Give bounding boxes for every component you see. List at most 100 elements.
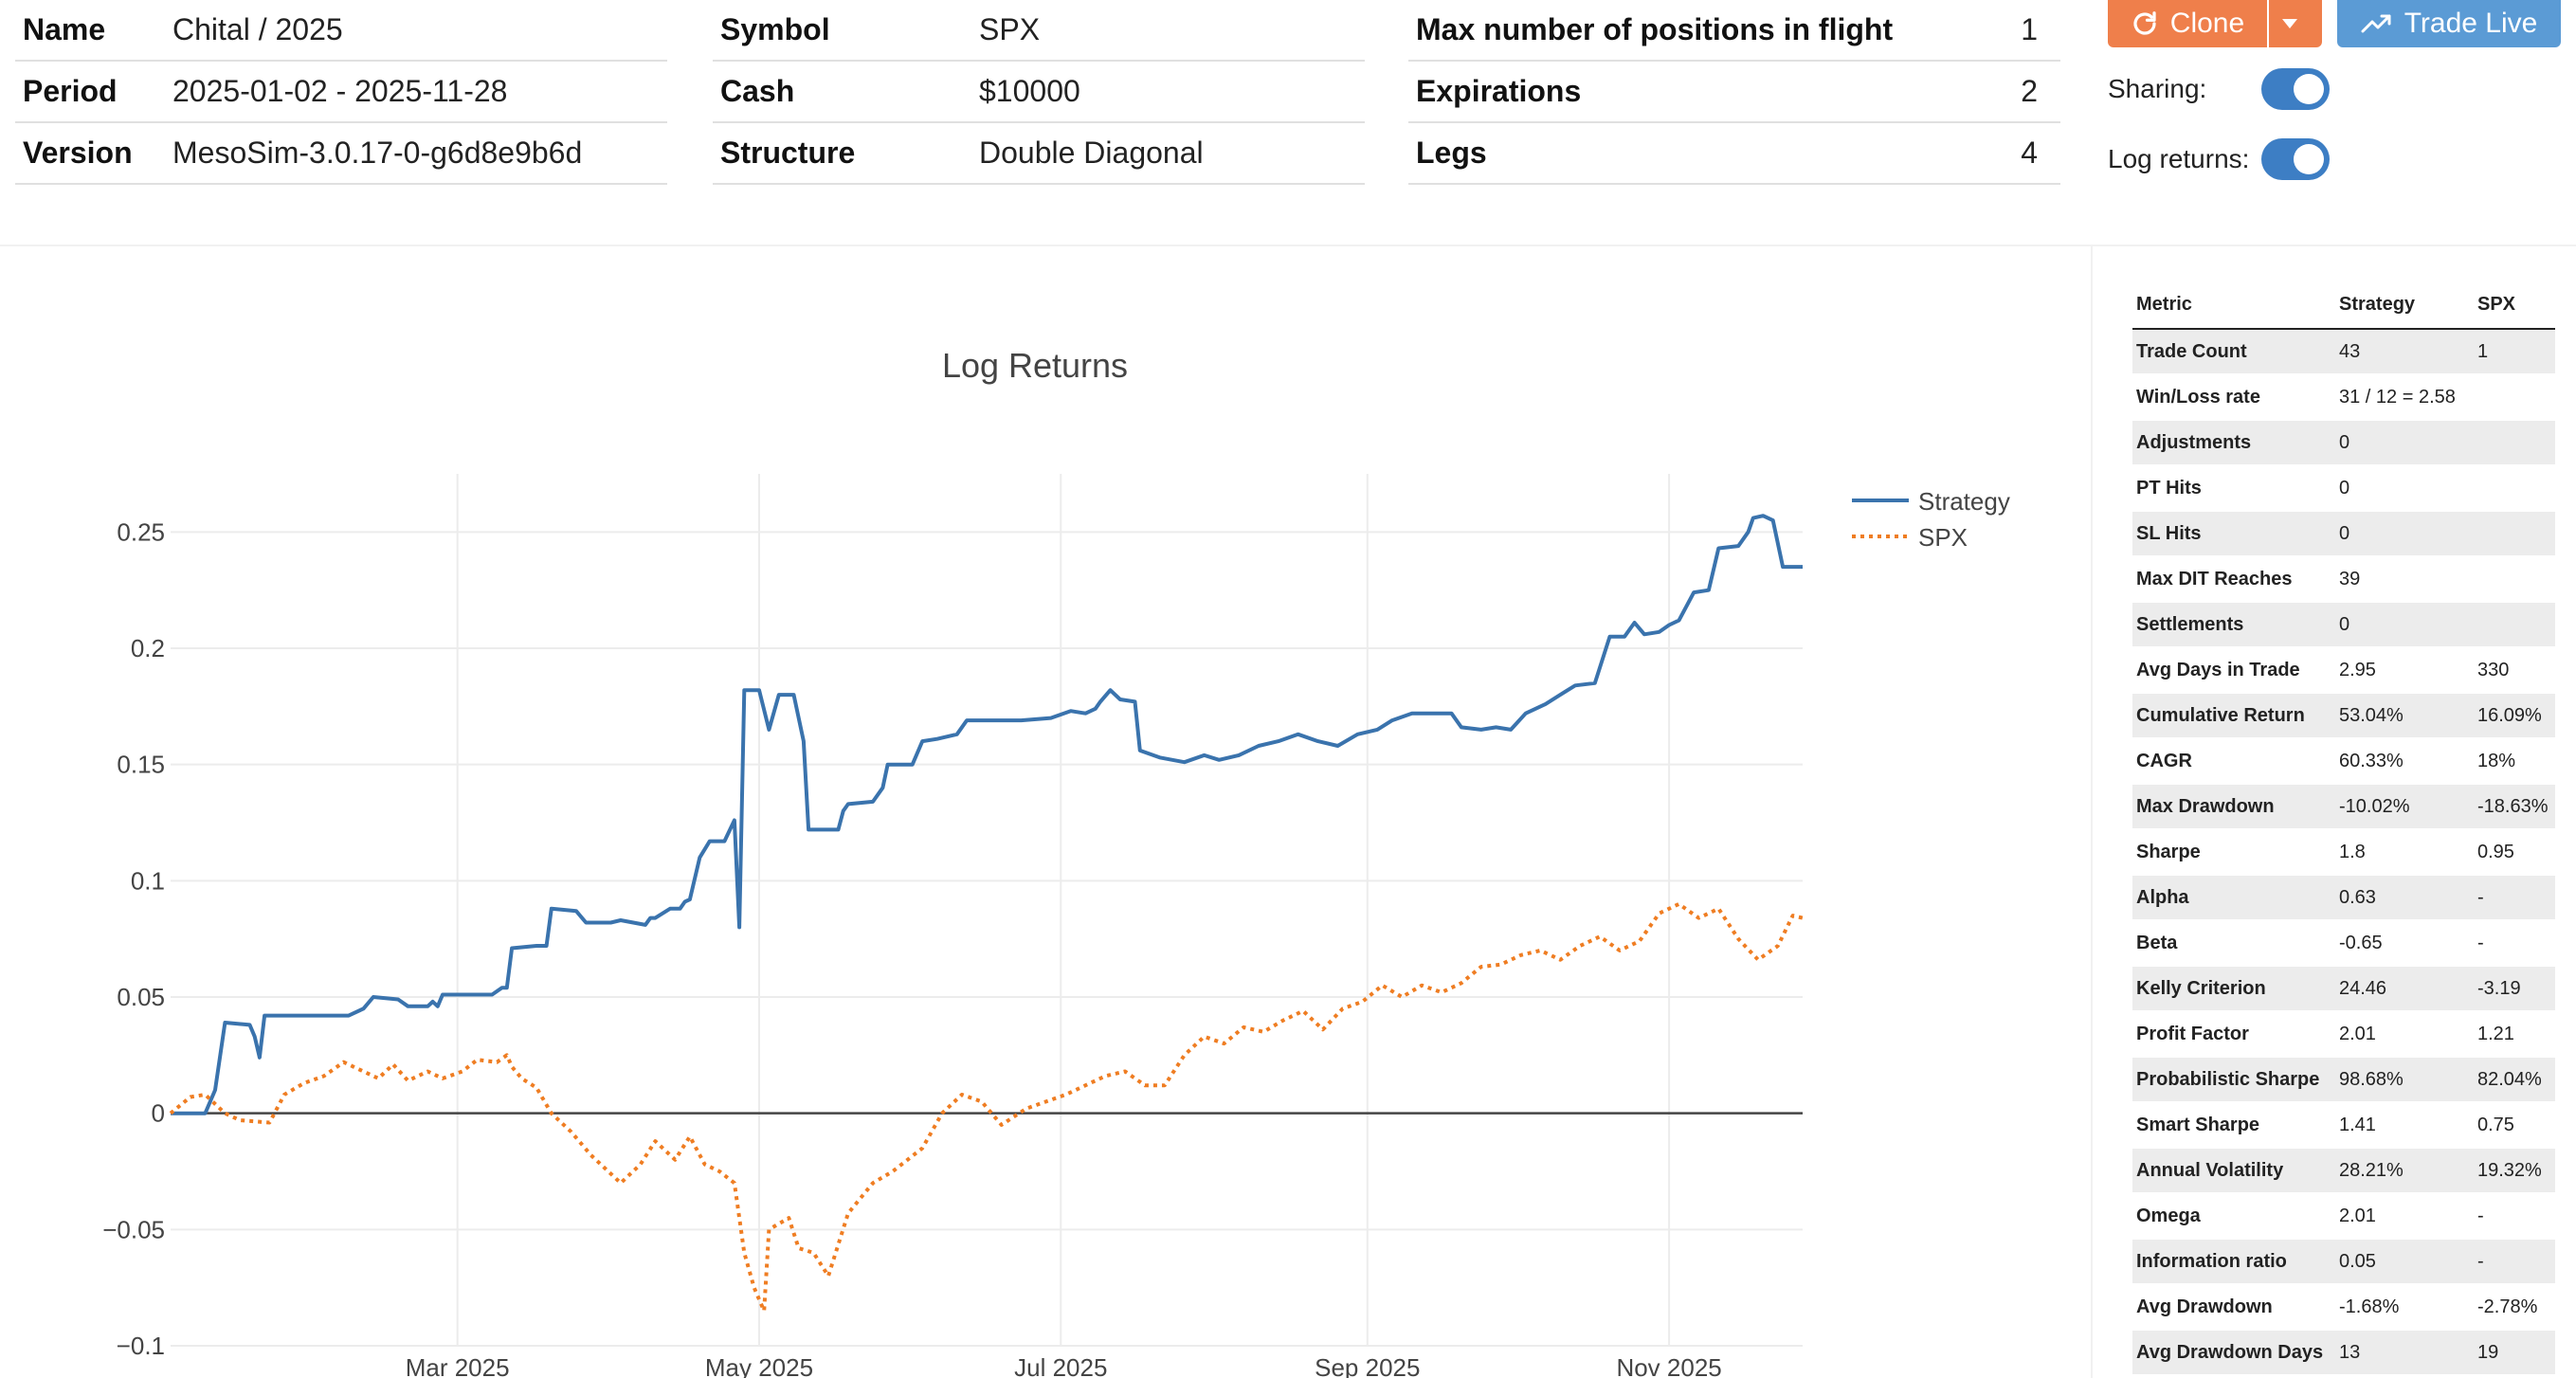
table-row: Settlements 0 <box>2132 602 2555 648</box>
x-tick-label: Nov 2025 <box>1616 1353 1721 1378</box>
x-axis-ticks: Mar 2025 May 2025 Jul 2025 Sep 2025 Nov 2025 <box>406 1353 1722 1378</box>
metric-name: Win/Loss rate <box>2132 374 2335 421</box>
metric-name: Information ratio <box>2132 1239 2335 1285</box>
sharing-label: Sharing: <box>2108 74 2207 103</box>
info-label: Expirations <box>1408 61 2011 123</box>
spx-value: 82.04% <box>2474 1057 2555 1103</box>
y-tick-label: 0.2 <box>131 634 165 662</box>
info-row-symbol: Symbol SPX <box>713 0 1365 62</box>
metric-name: Probabilistic Sharpe <box>2132 1057 2335 1103</box>
clone-options-dropdown[interactable] <box>2269 0 2322 47</box>
trade-live-button[interactable]: Trade Live <box>2337 0 2561 47</box>
table-row: Omega 2.01- <box>2132 1193 2555 1240</box>
toggle-knob <box>2294 74 2324 104</box>
spx-series-line[interactable] <box>169 901 1804 1314</box>
legend-strategy-label[interactable]: Strategy <box>1918 487 2010 516</box>
info-label: Max number of positions in flight <box>1408 0 2011 62</box>
panel-divider <box>2091 245 2093 1378</box>
clone-button[interactable]: Clone <box>2108 0 2267 47</box>
y-tick-label: −0.05 <box>102 1215 165 1243</box>
table-row: Avg Drawdown -1.68% -2.78% <box>2132 1284 2555 1331</box>
x-tick-label: May 2025 <box>705 1353 813 1378</box>
strategy-value: -0.65 <box>2335 920 2474 967</box>
info-value: $10000 <box>979 61 1365 123</box>
legend-spx-label[interactable]: SPX <box>1918 523 1968 552</box>
info-label: Version <box>15 122 172 185</box>
strategy-value: 13 <box>2335 1330 2474 1376</box>
spx-value <box>2474 374 2555 421</box>
chart-title: Log Returns <box>942 346 1128 385</box>
instrument-info-table: Symbol SPX Cash $10000 Structure Double Dia… <box>713 0 1365 185</box>
info-row-period: Period 2025-01-02 - 2025-11-28 <box>15 61 667 123</box>
spx-value <box>2474 556 2555 603</box>
strategy-value: -10.02% <box>2335 784 2474 830</box>
log-returns-label: Log returns: <box>2108 144 2250 173</box>
sharing-toggle[interactable] <box>2261 68 2330 110</box>
table-row: Adjustments 0 <box>2132 420 2555 466</box>
metric-name: Profit Factor <box>2132 1011 2335 1058</box>
spx-value: 0.75 <box>2474 1102 2555 1149</box>
metric-name: Alpha <box>2132 875 2335 921</box>
strategy-value: 53.04% <box>2335 693 2474 739</box>
info-row-cash: Cash $10000 <box>713 61 1365 123</box>
table-row: Sharpe 1.8 0.95 <box>2132 829 2555 876</box>
log-returns-chart[interactable]: Log Returns 0.25 0.2 0.15 0.1 0.05 0 −0.05 −0.1… <box>0 246 2085 1378</box>
table-row: Information ratio 0.05- <box>2132 1239 2555 1285</box>
metric-name: Cumulative Return <box>2132 693 2335 739</box>
log-returns-toggle[interactable] <box>2261 138 2330 180</box>
strategy-value: 1.41 <box>2335 1102 2474 1149</box>
x-gridlines <box>456 474 1671 1346</box>
table-row: Max DIT Reaches 39 <box>2132 556 2555 603</box>
strategy-value: 98.68% <box>2335 1057 2474 1103</box>
strategy-value: 0.63 <box>2335 875 2474 921</box>
y-gridlines <box>171 531 1803 1347</box>
info-value: MesoSim-3.0.17-0-g6d8e9b6d <box>172 122 667 185</box>
table-row: Smart Sharpe 1.41 0.75 <box>2132 1102 2555 1149</box>
table-row: Cumulative Return 53.04% 16.09% <box>2132 693 2555 739</box>
table-row: Probabilistic Sharpe 98.68% 82.04% <box>2132 1057 2555 1103</box>
y-tick-label: 0.05 <box>117 983 165 1011</box>
table-row: Beta -0.65- <box>2132 920 2555 967</box>
table-row: Max Drawdown -10.02% -18.63% <box>2132 784 2555 830</box>
info-label: Structure <box>713 122 979 185</box>
y-tick-label: 0.1 <box>131 866 165 895</box>
spx-value: 330 <box>2474 647 2555 694</box>
strategy-value: 43 <box>2335 329 2474 375</box>
strategy-value: -1.68% <box>2335 1284 2474 1331</box>
strategy-value: 24.46 <box>2335 966 2474 1012</box>
spx-column-header: SPX <box>2474 281 2555 330</box>
spx-value: 19.32% <box>2474 1148 2555 1194</box>
spx-value <box>2474 420 2555 466</box>
info-value: 4 <box>2010 122 2060 185</box>
strategy-column-header: Strategy <box>2335 281 2474 330</box>
y-tick-label: 0.15 <box>117 751 165 779</box>
info-value: 2 <box>2010 61 2060 123</box>
y-tick-label: −0.1 <box>117 1332 165 1360</box>
metrics-table: Metric Strategy SPX Trade Count 43 1 Win/Lo… <box>2132 281 2555 1376</box>
legend[interactable]: Strategy SPX <box>1852 487 2010 552</box>
refresh-icon <box>2133 11 2156 35</box>
trade-live-label: Trade Live <box>2404 8 2538 39</box>
series-lines <box>169 514 1804 1314</box>
strategy-value: 0 <box>2335 465 2474 512</box>
info-label: Cash <box>713 61 979 123</box>
position-info-table: Max number of positions in flight 1 Expir… <box>1408 0 2060 185</box>
info-row-version: Version MesoSim-3.0.17-0-g6d8e9b6d <box>15 122 667 185</box>
info-row-max-positions: Max number of positions in flight 1 <box>1408 0 2060 62</box>
strategy-series-line[interactable] <box>171 514 1803 1115</box>
y-axis-ticks: 0.25 0.2 0.15 0.1 0.05 0 −0.05 −0.1 <box>102 517 165 1360</box>
spx-value: -2.78% <box>2474 1284 2555 1331</box>
metric-name: Max Drawdown <box>2132 784 2335 830</box>
metric-name: Kelly Criterion <box>2132 966 2335 1012</box>
metric-name: PT Hits <box>2132 465 2335 512</box>
table-row: Alpha 0.63- <box>2132 875 2555 921</box>
table-row: Profit Factor 2.01 1.21 <box>2132 1011 2555 1058</box>
spx-value: 0.95 <box>2474 829 2555 876</box>
x-tick-label: Sep 2025 <box>1315 1353 1420 1378</box>
toggle-knob <box>2294 144 2324 174</box>
metric-name: Smart Sharpe <box>2132 1102 2335 1149</box>
metric-name: Max DIT Reaches <box>2132 556 2335 603</box>
metric-name: Avg Days in Trade <box>2132 647 2335 694</box>
info-row-expirations: Expirations 2 <box>1408 61 2060 123</box>
table-row: Avg Drawdown Days 13 19 <box>2132 1330 2555 1376</box>
